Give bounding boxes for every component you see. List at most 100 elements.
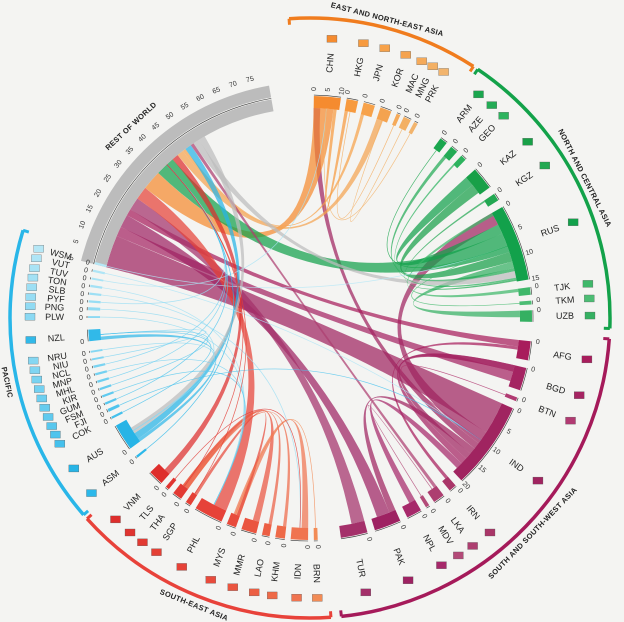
tick-label: 5 — [325, 87, 332, 92]
segment-gum[interactable] — [101, 391, 114, 398]
segment-chn[interactable] — [313, 96, 341, 111]
segment-fji[interactable] — [107, 404, 120, 412]
segment-kir[interactable] — [99, 384, 112, 391]
ribbon-tuv-chn — [103, 108, 327, 287]
ribbon-prk-chn — [323, 108, 411, 221]
segment-hkg[interactable] — [344, 99, 359, 113]
flag-icon-mdv — [453, 551, 464, 560]
tick-label: 20 — [93, 188, 103, 198]
segment-mdv[interactable] — [419, 495, 430, 508]
segment-ind[interactable] — [453, 403, 513, 481]
flag-icon-brn — [312, 594, 323, 602]
country-label-bgd: BGD — [545, 381, 567, 396]
segment-kor[interactable] — [376, 107, 392, 123]
segment-tha[interactable] — [173, 483, 189, 499]
flag-icon-tjk — [582, 280, 594, 288]
segment-mac[interactable] — [392, 113, 401, 127]
segment-afg[interactable] — [516, 339, 531, 361]
segment-niu[interactable] — [91, 356, 104, 361]
segment-phl[interactable] — [195, 498, 227, 522]
flag-icon-png — [25, 302, 36, 310]
segment-mmr[interactable] — [241, 517, 260, 534]
ribbon-chn-rest — [145, 108, 334, 238]
axis-line-mac — [397, 112, 401, 115]
segment-kgz[interactable] — [484, 193, 499, 207]
flag-icon-irn — [484, 528, 496, 537]
region-arc-end — [468, 65, 475, 73]
segment-cok[interactable] — [111, 411, 123, 419]
segment-mnp[interactable] — [94, 370, 108, 376]
region-label-south-and-south-west-asia: SOUTH AND SOUTH-WEST ASIA — [486, 485, 579, 581]
tick-label: 0 — [99, 411, 106, 419]
flag-icon-nzl — [25, 336, 37, 344]
segment-vnm[interactable] — [150, 463, 170, 483]
tick-label: 70 — [228, 80, 238, 89]
segment-lka[interactable] — [427, 485, 444, 503]
country-label-pyf: PYF — [47, 293, 66, 304]
segment-idn[interactable] — [290, 527, 309, 540]
tick-label: 0 — [311, 87, 318, 91]
flag-icon-ind — [532, 476, 544, 485]
flag-icon-prk — [438, 68, 449, 76]
tick-label: 0 — [153, 485, 161, 493]
flag-icon-sgp — [151, 548, 162, 556]
flag-icon-tls — [124, 528, 136, 537]
flag-icon-ncl — [31, 375, 43, 384]
axis-line-btn — [516, 397, 519, 402]
segment-brn[interactable] — [313, 527, 318, 540]
segment-fsm[interactable] — [104, 398, 117, 405]
ribbon-ind-rest — [106, 235, 502, 433]
country-label-nru: NRU — [47, 350, 68, 363]
tick-label: 20 — [461, 481, 472, 492]
flag-icon-mys — [205, 576, 216, 584]
segment-pyf[interactable] — [88, 300, 101, 304]
segment-mhl[interactable] — [97, 377, 110, 383]
axis-line-phl — [194, 508, 222, 523]
segment-sgp[interactable] — [185, 492, 198, 506]
segment-nzl[interactable] — [88, 328, 102, 342]
segment-btn[interactable] — [504, 393, 518, 402]
country-label-chn: CHN — [324, 53, 335, 73]
region-arc-end — [473, 68, 480, 76]
flag-icon-arm — [473, 90, 484, 99]
segment-tls[interactable] — [165, 477, 177, 490]
segment-mng[interactable] — [398, 116, 411, 131]
country-label-nzl: NZL — [47, 332, 65, 343]
ribbon-kir-nzl — [100, 330, 209, 386]
segment-jpn[interactable] — [360, 102, 375, 118]
axis-line-ncl — [91, 365, 94, 369]
axis-line-vnm — [149, 472, 161, 484]
segment-png[interactable] — [88, 307, 101, 311]
flag-icon-mac — [416, 57, 427, 65]
segment-aus[interactable] — [115, 419, 141, 449]
segment-irn[interactable] — [442, 476, 456, 491]
segment-rus[interactable] — [491, 207, 529, 282]
segment-kaz[interactable] — [466, 169, 490, 195]
segment-npl[interactable] — [402, 499, 421, 518]
segment-tkm[interactable] — [519, 300, 532, 306]
segment-geo[interactable] — [453, 155, 466, 169]
segment-mys[interactable] — [226, 512, 240, 528]
segment-tuv[interactable] — [91, 277, 104, 282]
segment-bgd[interactable] — [508, 365, 527, 391]
segment-plw[interactable] — [88, 316, 101, 318]
segment-khm[interactable] — [275, 525, 287, 539]
segment-uzb[interactable] — [519, 310, 532, 322]
segment-ncl[interactable] — [93, 363, 106, 368]
tick-label: 10 — [338, 87, 346, 96]
segment-wsm[interactable] — [94, 262, 107, 268]
country-label-pak: PAK — [391, 547, 406, 567]
ribbon-pyf-rest — [100, 164, 226, 305]
segment-asm[interactable] — [136, 448, 147, 458]
segment-nru[interactable] — [90, 349, 103, 353]
segment-lao[interactable] — [261, 523, 272, 537]
segment-aze[interactable] — [443, 146, 458, 161]
segment-prk[interactable] — [408, 121, 418, 135]
segment-vut[interactable] — [92, 269, 106, 275]
segment-tur[interactable] — [339, 520, 368, 538]
segment-arm[interactable] — [433, 138, 447, 153]
segment-ton[interactable] — [90, 284, 103, 289]
segment-slb[interactable] — [89, 292, 102, 297]
segment-pak[interactable] — [371, 509, 401, 531]
segment-tjk[interactable] — [517, 287, 531, 297]
